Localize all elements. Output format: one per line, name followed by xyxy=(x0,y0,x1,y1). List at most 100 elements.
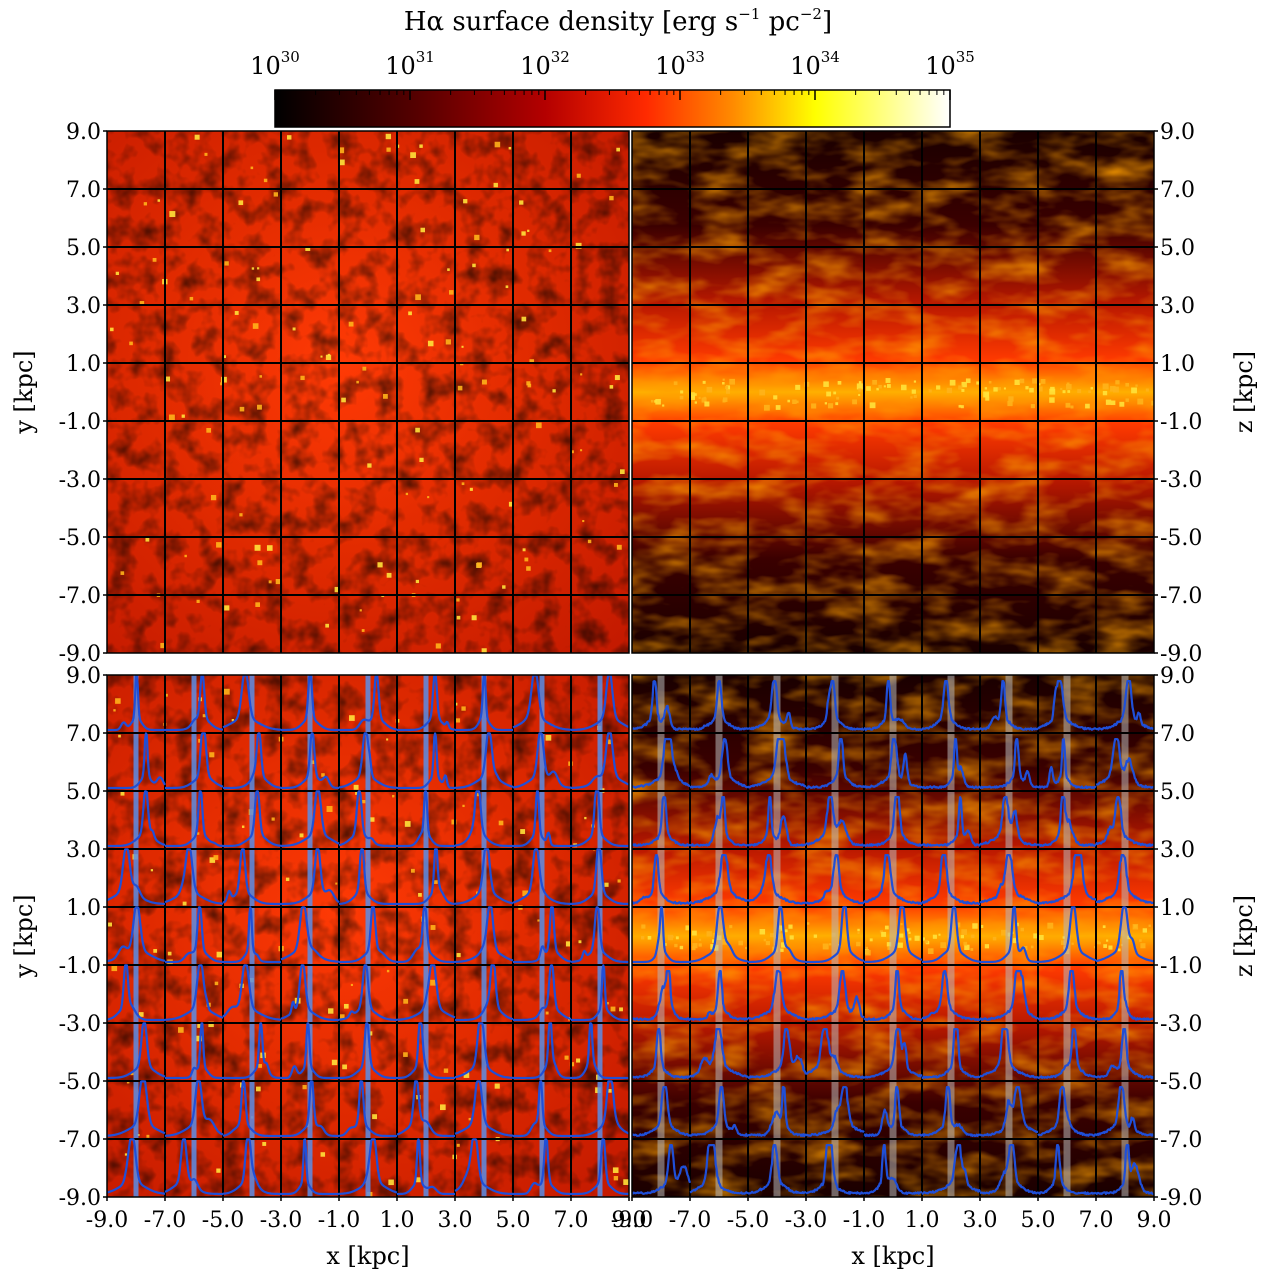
bright-spot xyxy=(241,825,245,828)
y-tick-label: 5.0 xyxy=(1160,236,1195,261)
bright-spot xyxy=(674,943,678,948)
line-profile xyxy=(805,680,865,731)
bright-spot xyxy=(928,389,932,393)
bright-spot xyxy=(886,384,891,388)
y-tick-label: 7.0 xyxy=(66,178,101,203)
bright-spot xyxy=(698,943,702,947)
bright-spot xyxy=(164,693,168,697)
bright-spot xyxy=(876,387,879,391)
bright-spot xyxy=(361,629,365,632)
line-profile xyxy=(805,970,865,1021)
line-profile xyxy=(863,854,923,905)
bright-spot xyxy=(388,1179,394,1186)
line-profile xyxy=(280,732,340,790)
bright-spot xyxy=(468,1117,472,1121)
bright-spot xyxy=(1137,398,1144,405)
velocity-marker xyxy=(657,675,665,1197)
x-tick-label: -5.0 xyxy=(727,1208,769,1233)
bright-spot xyxy=(1142,928,1148,933)
line-profile xyxy=(107,906,166,963)
line-profile xyxy=(107,675,166,732)
line-profile xyxy=(164,675,224,732)
velocity-marker xyxy=(307,675,313,1197)
bright-spot xyxy=(471,615,477,621)
bright-spot xyxy=(826,391,832,397)
bright-spot xyxy=(1067,390,1071,393)
bright-spot xyxy=(792,399,797,405)
line-profile xyxy=(164,964,224,1021)
ylabel-top-left: y [kpc] xyxy=(10,350,38,434)
bright-spot xyxy=(857,928,860,932)
bright-spot xyxy=(964,944,970,951)
bright-spot xyxy=(210,494,217,501)
bright-spot xyxy=(1112,386,1119,393)
bright-spot xyxy=(930,948,933,951)
bright-spot xyxy=(958,404,962,408)
bright-spot xyxy=(251,267,255,270)
line-profile xyxy=(164,906,224,964)
bright-spot xyxy=(463,199,468,204)
bright-spot xyxy=(972,923,978,929)
bright-spot xyxy=(257,267,260,270)
bright-spot xyxy=(833,391,837,395)
bright-spot xyxy=(924,939,928,944)
line-profile xyxy=(689,970,749,1021)
line-profile xyxy=(632,738,691,789)
bright-spot xyxy=(866,386,871,391)
bright-spot xyxy=(578,940,582,944)
bright-spot xyxy=(738,940,744,946)
line-profile xyxy=(280,1022,340,1080)
bright-spot xyxy=(692,943,698,949)
bright-spot xyxy=(414,179,420,184)
x-tick-label: 1.0 xyxy=(380,1208,415,1233)
bright-spot xyxy=(385,133,392,140)
y-tick-label: 5.0 xyxy=(66,780,101,805)
bright-spot xyxy=(914,935,920,941)
bright-spot xyxy=(580,449,583,452)
bright-spot xyxy=(372,1114,378,1120)
bright-spot xyxy=(1001,929,1007,936)
bright-spot xyxy=(858,388,862,392)
bright-spot xyxy=(829,943,832,946)
line-profile xyxy=(863,906,923,964)
bright-spot xyxy=(535,422,542,429)
y-tick-label: -9.0 xyxy=(1160,1186,1202,1211)
line-profile xyxy=(396,675,456,732)
line-profile xyxy=(1095,970,1154,1021)
bright-spot xyxy=(1007,400,1013,407)
bright-spot xyxy=(613,1176,619,1181)
line-profile xyxy=(689,738,749,789)
line-profile xyxy=(979,854,1039,904)
bright-spot xyxy=(1032,378,1038,384)
bright-spot xyxy=(773,395,778,400)
bright-spot xyxy=(865,946,869,950)
x-tick-label: 5.0 xyxy=(496,1208,531,1233)
bright-spot xyxy=(691,930,697,936)
bright-spot xyxy=(448,290,454,295)
bright-spot xyxy=(564,1055,569,1060)
bright-spot xyxy=(377,562,383,568)
line-profile xyxy=(107,790,166,848)
bright-spot xyxy=(196,832,200,835)
bright-spot xyxy=(552,389,556,393)
bright-spot xyxy=(168,414,175,421)
bright-spot xyxy=(985,396,990,401)
line-profile xyxy=(338,964,398,1021)
line-profile xyxy=(338,675,398,732)
bright-spot xyxy=(673,381,678,386)
bright-spot xyxy=(765,940,770,946)
line-profile xyxy=(747,1028,808,1079)
bright-spot xyxy=(911,389,916,394)
zlabel-top-right: z [kpc] xyxy=(1230,351,1258,433)
bright-spot xyxy=(1019,378,1025,384)
tick-labels: 9.07.05.03.01.0-1.0-3.0-5.0-7.0-9.09.07.… xyxy=(59,120,1203,1233)
bright-spot xyxy=(887,946,891,950)
bright-spot xyxy=(1140,943,1146,949)
frame-bottom-right xyxy=(631,674,1155,1198)
bright-spot xyxy=(763,404,770,411)
bright-spot xyxy=(420,227,426,233)
y-tick-label: 1.0 xyxy=(1160,352,1195,377)
bright-spot xyxy=(610,1006,616,1012)
bright-spot xyxy=(729,925,733,929)
panel-top-right-edgeon xyxy=(632,131,1154,653)
